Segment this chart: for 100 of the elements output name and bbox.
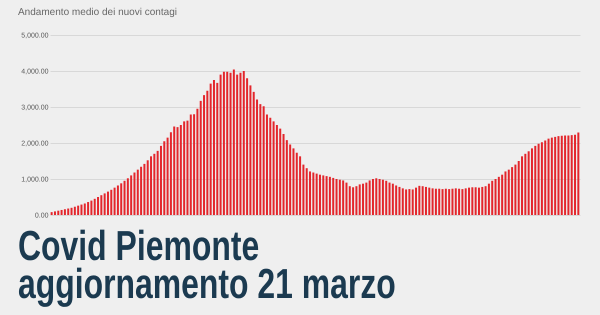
bar — [306, 168, 308, 215]
bar — [577, 132, 580, 215]
bar — [508, 170, 510, 215]
bar — [70, 208, 73, 215]
bar — [342, 180, 344, 215]
bar — [468, 188, 470, 215]
bar — [392, 184, 394, 215]
bar — [444, 188, 447, 215]
bar — [110, 190, 112, 215]
bar — [84, 203, 86, 215]
bar — [262, 106, 265, 215]
bar — [418, 186, 420, 215]
bar — [504, 171, 506, 215]
bar — [133, 172, 136, 215]
bar — [511, 167, 514, 215]
bar — [481, 186, 484, 215]
bar — [395, 185, 398, 215]
bar — [474, 187, 477, 215]
bar — [222, 72, 225, 215]
bar — [405, 189, 408, 215]
bar — [124, 180, 126, 215]
bar — [289, 144, 292, 215]
bar — [74, 206, 76, 215]
bar — [328, 176, 331, 215]
bar — [540, 142, 543, 215]
bar — [67, 208, 70, 215]
bar — [173, 126, 176, 215]
bar — [296, 152, 298, 215]
bar — [143, 164, 146, 215]
bar — [338, 180, 341, 215]
bar — [50, 212, 53, 215]
bar — [412, 189, 414, 215]
bar — [461, 189, 464, 215]
bar — [355, 186, 358, 215]
bar — [87, 202, 90, 215]
bar — [146, 160, 149, 215]
bar — [212, 80, 215, 215]
bar — [424, 186, 427, 215]
bar — [567, 135, 570, 215]
bar — [365, 182, 368, 215]
bar — [100, 195, 102, 215]
bar — [94, 198, 96, 215]
bar — [402, 188, 404, 215]
bar — [448, 189, 450, 215]
bar — [550, 138, 553, 215]
bar — [183, 121, 186, 215]
bar — [534, 146, 536, 215]
bar — [190, 114, 192, 215]
bar — [574, 134, 576, 215]
bar — [140, 166, 142, 215]
bar — [126, 178, 129, 215]
bar — [362, 184, 364, 215]
bar — [408, 189, 410, 215]
bar — [104, 193, 106, 215]
bar — [57, 210, 60, 215]
bar — [501, 174, 504, 215]
bar — [368, 180, 371, 215]
bar — [97, 197, 100, 215]
bar — [322, 175, 324, 215]
bar — [352, 187, 354, 215]
bar — [90, 200, 92, 215]
bar — [498, 176, 500, 215]
bar — [378, 179, 381, 215]
bar — [484, 186, 487, 215]
bar — [106, 192, 109, 215]
bar — [272, 121, 275, 215]
bar — [136, 170, 139, 215]
bar — [114, 188, 116, 215]
bar — [220, 74, 222, 215]
bar — [528, 151, 530, 215]
bar — [120, 183, 122, 215]
bar — [471, 187, 474, 215]
bar — [478, 188, 480, 215]
bar — [514, 164, 516, 215]
bar — [176, 127, 179, 215]
bar — [442, 189, 444, 215]
bar — [422, 186, 424, 215]
bar — [494, 179, 497, 215]
bar — [564, 135, 566, 215]
bar — [372, 179, 374, 215]
bar — [210, 84, 212, 215]
bar — [358, 184, 361, 215]
bar — [524, 154, 526, 215]
bar — [54, 211, 56, 215]
bar — [242, 71, 245, 215]
bar — [153, 154, 156, 215]
bar — [316, 174, 318, 215]
bar — [312, 172, 314, 215]
bar — [432, 188, 434, 215]
bar — [309, 171, 312, 215]
bar — [438, 188, 440, 215]
chart-title: Andamento medio dei nuovi contagi — [18, 7, 177, 18]
bar — [488, 184, 490, 215]
bar — [80, 204, 82, 215]
bar — [434, 188, 437, 215]
bar — [318, 174, 321, 215]
bar — [398, 186, 400, 215]
bar — [292, 148, 294, 215]
bar — [163, 141, 166, 215]
bar — [116, 185, 119, 215]
